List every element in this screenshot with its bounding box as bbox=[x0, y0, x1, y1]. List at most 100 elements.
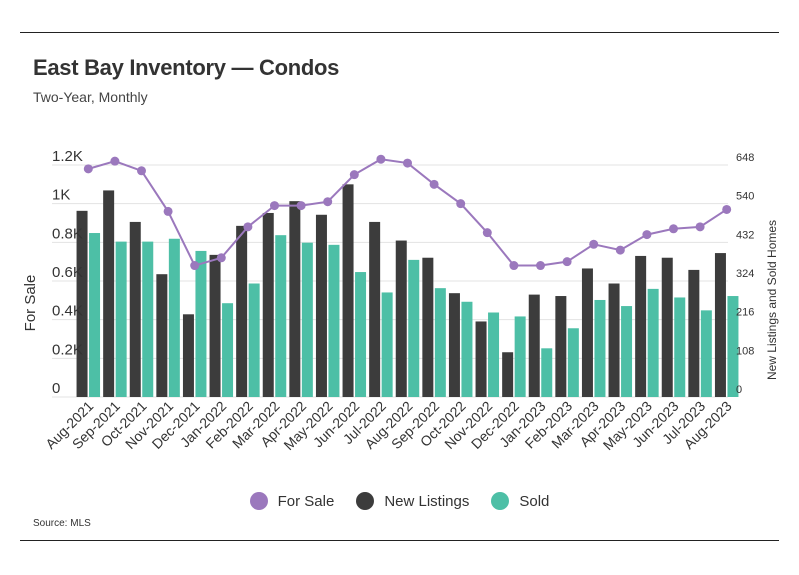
bar-layer bbox=[76, 184, 739, 397]
bar-sold bbox=[89, 233, 101, 397]
bar-new-listings bbox=[315, 214, 327, 397]
point-for-sale bbox=[695, 222, 705, 232]
bar-sold bbox=[142, 241, 154, 397]
y-right-tick-label: 540 bbox=[736, 191, 754, 203]
point-for-sale bbox=[349, 170, 359, 180]
bar-new-listings bbox=[103, 190, 115, 397]
bar-sold bbox=[275, 235, 287, 397]
y-left-tick-label: 0 bbox=[52, 380, 60, 397]
point-for-sale bbox=[456, 199, 466, 209]
bar-new-listings bbox=[342, 184, 354, 397]
legend-swatch-for-sale bbox=[249, 492, 268, 510]
bar-new-listings bbox=[236, 225, 248, 397]
legend-label-for-sale: For Sale bbox=[277, 492, 335, 510]
point-for-sale bbox=[509, 261, 519, 271]
bar-sold bbox=[408, 259, 420, 397]
bar-new-listings bbox=[608, 283, 620, 397]
y-right-tick-label: 108 bbox=[736, 345, 754, 357]
point-for-sale bbox=[110, 156, 120, 166]
bar-new-listings bbox=[422, 257, 434, 397]
y-left-tick-label: 0.2K bbox=[52, 341, 83, 358]
bar-new-listings bbox=[528, 294, 540, 397]
point-for-sale bbox=[429, 179, 439, 189]
point-for-sale bbox=[642, 230, 652, 240]
y-right-axis-label: New Listings and Sold Homes bbox=[765, 220, 779, 380]
point-for-sale bbox=[536, 261, 545, 271]
chart-canvas: 0 0 0.2K 108 0.4K 216 0.6K 324 0.8K 432 1K 540 1.2K 6… bbox=[22, 148, 779, 453]
bar-new-listings bbox=[688, 269, 700, 397]
chart-subtitle: Two-Year, Monthly bbox=[33, 89, 148, 105]
point-for-sale bbox=[376, 154, 386, 164]
legend-item-new-listings: New Listings bbox=[356, 492, 469, 510]
point-for-sale bbox=[83, 164, 93, 174]
point-for-sale bbox=[216, 253, 226, 263]
line-for-sale bbox=[88, 158, 728, 267]
bar-sold bbox=[727, 296, 739, 397]
source-note: Source: MLS bbox=[33, 518, 91, 529]
legend-label-sold: Sold bbox=[519, 492, 550, 510]
point-for-sale bbox=[403, 158, 412, 168]
legend-item-sold: Sold bbox=[491, 492, 549, 510]
y-left-axis-label: For Sale bbox=[22, 275, 39, 332]
bar-sold bbox=[248, 283, 260, 397]
y-left-tick-label: 0.6K bbox=[52, 264, 83, 281]
bar-sold bbox=[301, 242, 313, 397]
bar-new-listings bbox=[156, 274, 168, 397]
point-for-sale bbox=[562, 257, 572, 267]
bar-new-listings bbox=[635, 255, 647, 397]
bar-new-listings bbox=[661, 257, 673, 397]
y-left-tick-label: 0.4K bbox=[52, 303, 83, 320]
bar-sold bbox=[488, 312, 500, 397]
bar-sold bbox=[514, 316, 526, 397]
bar-new-listings bbox=[182, 314, 194, 397]
point-for-sale bbox=[137, 166, 146, 176]
bar-new-listings bbox=[209, 254, 221, 397]
top-rule bbox=[20, 32, 779, 33]
y-right-tick-label: 0 bbox=[736, 384, 742, 396]
bar-new-listings bbox=[555, 296, 567, 397]
bar-sold bbox=[594, 299, 606, 397]
point-for-sale bbox=[482, 228, 492, 238]
bar-new-listings bbox=[448, 293, 460, 397]
bar-new-listings bbox=[76, 210, 88, 397]
bar-sold bbox=[461, 301, 473, 397]
bar-sold bbox=[434, 288, 446, 397]
bar-sold bbox=[168, 238, 180, 397]
bar-sold bbox=[381, 292, 393, 397]
point-for-sale bbox=[243, 222, 253, 232]
bar-new-listings bbox=[714, 253, 726, 397]
bottom-rule bbox=[20, 540, 779, 541]
chart-title: East Bay Inventory — Condos bbox=[33, 55, 340, 80]
point-for-sale bbox=[296, 201, 306, 211]
point-for-sale bbox=[323, 197, 333, 207]
y-left-tick-label: 1.2K bbox=[52, 148, 83, 165]
axis-layer: 0 0 0.2K 108 0.4K 216 0.6K 324 0.8K 432 1K 540 1.2K 6… bbox=[42, 148, 754, 453]
point-for-sale bbox=[589, 239, 599, 249]
bar-sold bbox=[541, 348, 553, 397]
point-for-sale bbox=[190, 261, 200, 271]
bar-sold bbox=[674, 297, 686, 397]
y-right-tick-label: 216 bbox=[736, 307, 754, 319]
bar-sold bbox=[647, 288, 659, 397]
bar-new-listings bbox=[502, 352, 514, 397]
y-right-tick-label: 324 bbox=[736, 268, 754, 280]
legend-swatch-new-listings bbox=[356, 492, 375, 510]
point-for-sale bbox=[270, 201, 279, 211]
bar-new-listings bbox=[581, 268, 593, 397]
y-left-tick-label: 1K bbox=[52, 187, 70, 204]
bar-new-listings bbox=[395, 240, 407, 397]
bar-sold bbox=[115, 241, 127, 397]
legend-swatch-sold bbox=[491, 492, 510, 510]
bar-new-listings bbox=[289, 201, 301, 397]
bar-sold bbox=[700, 310, 712, 397]
bar-new-listings bbox=[475, 321, 487, 397]
legend-label-new-listings: New Listings bbox=[384, 492, 470, 510]
bar-sold bbox=[328, 244, 340, 397]
point-for-sale bbox=[615, 245, 625, 255]
bar-sold bbox=[621, 306, 633, 397]
point-for-sale bbox=[163, 206, 173, 216]
legend: For Sale New Listings Sold bbox=[0, 492, 799, 510]
bar-new-listings bbox=[262, 212, 274, 397]
y-left-tick-label: 0.8K bbox=[52, 225, 83, 242]
bar-new-listings bbox=[369, 221, 381, 397]
